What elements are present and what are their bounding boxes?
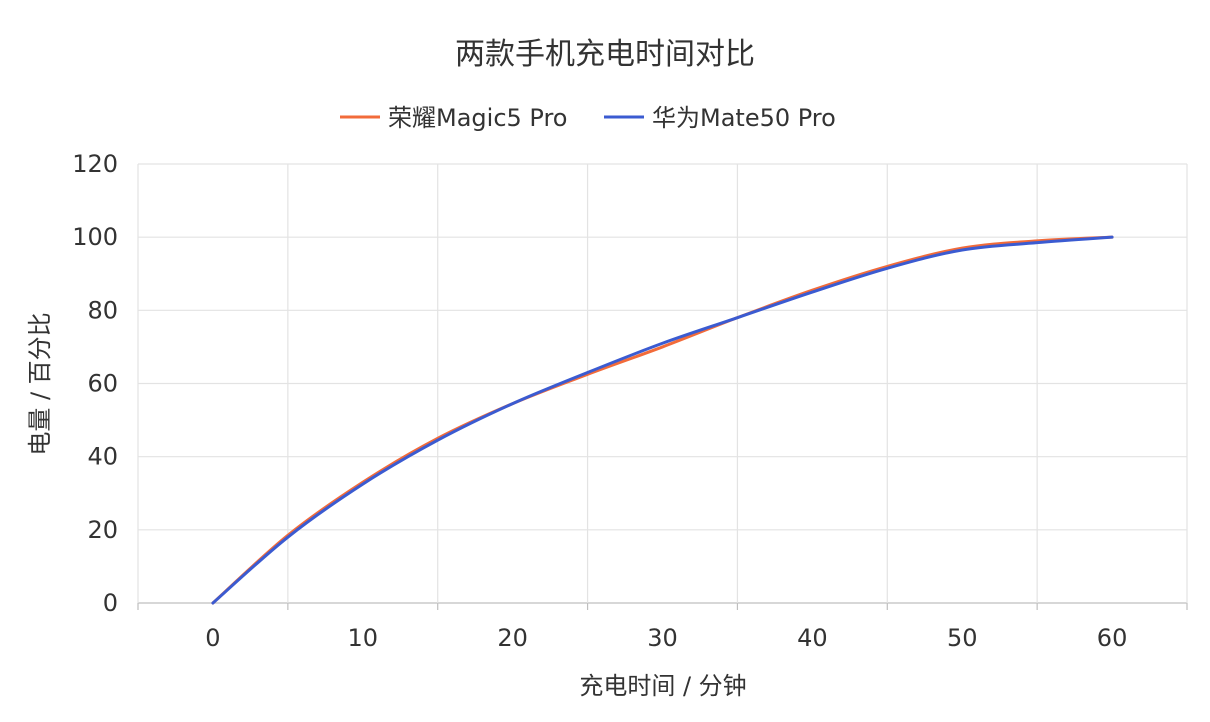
chart-title: 两款手机充电时间对比 xyxy=(455,37,755,72)
x-tick-label: 30 xyxy=(647,624,678,652)
y-tick-label: 20 xyxy=(87,516,118,544)
grid xyxy=(137,163,1188,604)
y-tick-label: 80 xyxy=(87,296,118,324)
legend-label-huawei: 华为Mate50 Pro xyxy=(652,104,836,132)
x-tick-label: 10 xyxy=(348,624,379,652)
series-line-huawei-mate50-pro xyxy=(211,235,1114,605)
x-tick-label: 50 xyxy=(947,624,978,652)
y-tick-label: 120 xyxy=(72,150,118,178)
x-tick-label: 0 xyxy=(205,624,220,652)
y-tick-label: 60 xyxy=(87,370,118,398)
legend-label-honor: 荣耀Magic5 Pro xyxy=(388,104,567,132)
series-line-honor-magic5-pro xyxy=(211,235,1114,605)
legend: 荣耀Magic5 Pro 华为Mate50 Pro xyxy=(340,104,836,132)
y-tick-label: 100 xyxy=(72,223,118,251)
x-tick-label: 20 xyxy=(497,624,528,652)
y-axis-label: 电量 / 百分比 xyxy=(26,312,54,455)
x-tick-label: 60 xyxy=(1097,624,1128,652)
series-lines xyxy=(211,235,1114,605)
x-axis-label: 充电时间 / 分钟 xyxy=(579,672,746,700)
y-tick-label: 40 xyxy=(87,443,118,471)
y-tick-label: 0 xyxy=(103,589,118,617)
x-tick-label: 40 xyxy=(797,624,828,652)
axes: 0 20 40 60 80 100 120 0 10 20 30 40 50 60 xyxy=(72,150,1188,652)
